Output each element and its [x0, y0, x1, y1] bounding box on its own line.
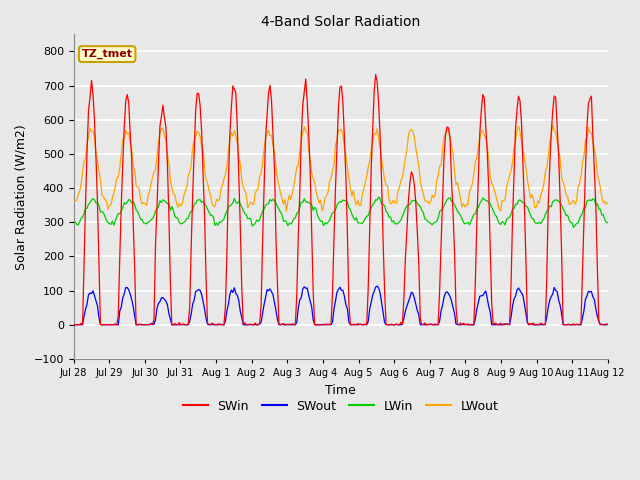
SWin — [372, 72, 380, 77]
SWout — [256, 321, 264, 327]
SWin — [305, 131, 312, 136]
SWout — [135, 322, 143, 327]
SWout — [373, 283, 381, 289]
SWin — [248, 322, 256, 328]
LWout — [282, 208, 290, 214]
SWout — [303, 285, 311, 291]
SWout — [70, 322, 77, 328]
LWin — [256, 216, 264, 222]
SWin — [257, 303, 265, 309]
Y-axis label: Solar Radiation (W/m2): Solar Radiation (W/m2) — [15, 124, 28, 269]
LWin — [375, 194, 383, 200]
Legend: SWin, SWout, LWin, LWout: SWin, SWout, LWin, LWout — [177, 395, 504, 418]
SWout — [575, 322, 583, 327]
Line: LWin: LWin — [74, 197, 608, 228]
LWout — [256, 174, 264, 180]
LWin — [604, 220, 612, 226]
LWin — [247, 216, 255, 221]
LWout — [229, 133, 237, 139]
LWout — [577, 174, 585, 180]
Line: LWout: LWout — [74, 125, 608, 211]
SWin — [70, 322, 77, 327]
LWin — [577, 213, 585, 219]
SWin — [71, 322, 79, 328]
SWin — [230, 86, 238, 92]
LWout — [247, 199, 255, 205]
SWout — [604, 321, 612, 327]
SWin — [577, 321, 585, 326]
Line: SWout: SWout — [74, 286, 608, 325]
Line: SWin: SWin — [74, 74, 608, 325]
LWin — [303, 200, 311, 205]
LWout — [604, 200, 612, 206]
X-axis label: Time: Time — [325, 384, 356, 396]
Title: 4-Band Solar Radiation: 4-Band Solar Radiation — [261, 15, 420, 29]
SWin — [137, 321, 145, 327]
SWout — [229, 289, 237, 295]
LWin — [70, 220, 77, 226]
LWout — [305, 146, 312, 152]
LWin — [135, 212, 143, 218]
LWout — [135, 185, 143, 191]
Text: TZ_tmet: TZ_tmet — [82, 49, 132, 59]
SWout — [247, 322, 255, 327]
LWout — [70, 198, 77, 204]
LWin — [229, 200, 237, 206]
LWin — [570, 225, 577, 230]
SWin — [604, 322, 612, 328]
LWout — [549, 122, 557, 128]
